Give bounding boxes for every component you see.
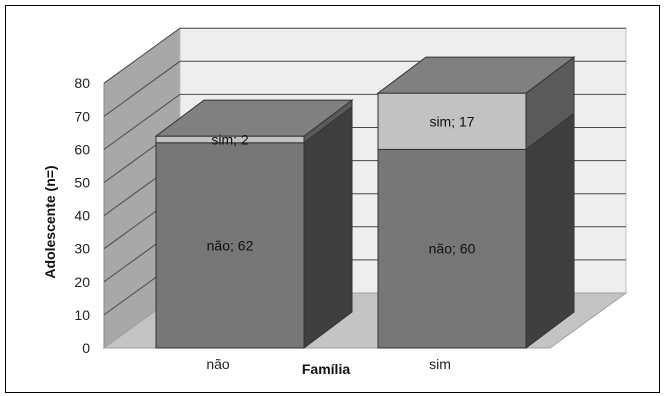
x-tick-label: não <box>206 356 230 372</box>
data-label: não; 62 <box>207 237 254 253</box>
data-label: não; 60 <box>429 241 476 257</box>
bars: não; 62 sim; 2 não; 60 sim; 17 <box>154 56 576 349</box>
y-tick-label: 70 <box>74 108 90 124</box>
y-tick-label: 80 <box>74 75 90 91</box>
y-axis-title: Adolescente (n=) <box>42 165 58 278</box>
x-axis-ticks: não sim <box>206 356 451 372</box>
y-tick-label: 0 <box>82 340 90 356</box>
gridline <box>103 27 626 84</box>
y-tick-label: 40 <box>74 208 90 224</box>
y-tick-label: 30 <box>74 241 90 257</box>
data-label: sim; 17 <box>429 113 474 129</box>
y-tick-label: 10 <box>74 307 90 323</box>
data-label: sim; 2 <box>211 131 249 147</box>
bar-top-face <box>154 99 354 137</box>
bar-top-face <box>376 56 576 94</box>
bar-segment-não <box>155 142 305 349</box>
bar-segment-side <box>525 112 575 349</box>
y-tick-label: 50 <box>74 175 90 191</box>
y-tick-label: 20 <box>74 274 90 290</box>
x-axis-title: Família <box>302 361 350 377</box>
y-axis-ticks: 0 10 20 30 40 50 60 70 80 <box>74 75 90 356</box>
bar-segment-sim <box>377 92 527 150</box>
x-tick-label: sim <box>429 356 451 372</box>
y-tick-label: 60 <box>74 141 90 157</box>
bar-segment-side <box>303 105 353 349</box>
chart-frame <box>5 5 660 393</box>
